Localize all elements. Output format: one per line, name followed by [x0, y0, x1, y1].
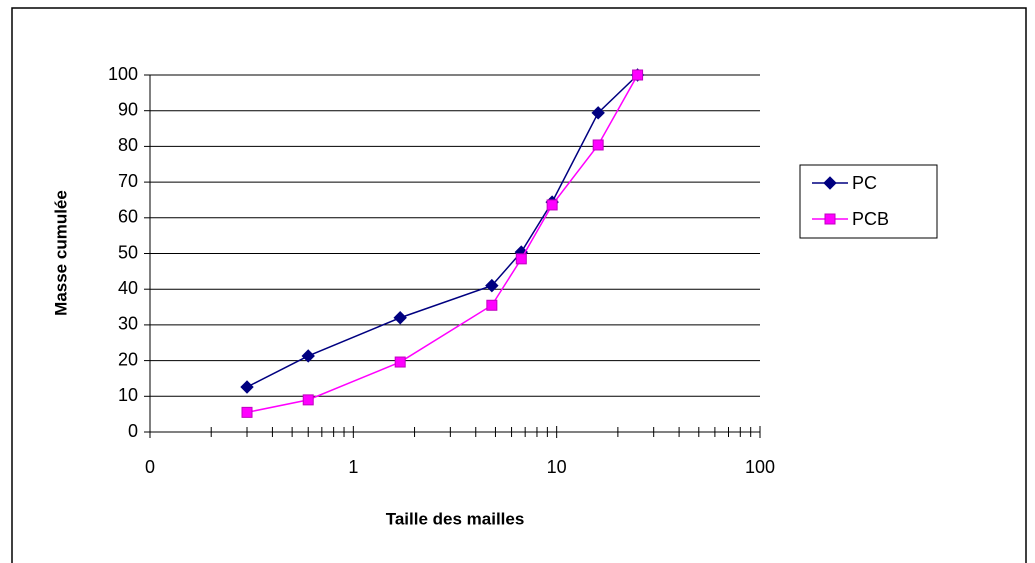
y-tick-label: 70: [118, 171, 138, 191]
legend-label: PCB: [852, 209, 889, 229]
y-tick-label: 80: [118, 135, 138, 155]
x-tick-label: 0: [145, 457, 155, 477]
marker: [632, 69, 644, 81]
marker: [485, 278, 499, 293]
x-tick-label: 10: [547, 457, 567, 477]
marker: [393, 311, 407, 325]
y-tick-label: 60: [118, 207, 138, 227]
y-tick-label: 90: [118, 99, 138, 119]
marker: [302, 394, 314, 406]
legend-box: [799, 164, 938, 239]
x-tick-label: 100: [745, 457, 775, 477]
marker: [240, 380, 254, 394]
y-tick-label: 10: [118, 385, 138, 405]
y-tick-label: 0: [128, 421, 138, 441]
series-line: [246, 74, 639, 388]
y-tick-label: 40: [118, 278, 138, 298]
marker: [591, 106, 605, 120]
y-tick-label: 30: [118, 314, 138, 334]
marker: [301, 349, 315, 363]
marker: [546, 199, 558, 211]
series-line: [246, 74, 639, 414]
y-tick-label: 50: [118, 242, 138, 262]
marker: [486, 299, 498, 311]
y-tick-label: 100: [108, 64, 138, 84]
y-axis-label: Masse cumulée: [51, 190, 70, 316]
x-tick-label: 1: [348, 457, 358, 477]
marker: [592, 139, 604, 151]
legend-marker: [823, 176, 837, 190]
marker: [515, 253, 527, 265]
marker: [241, 406, 253, 418]
legend-marker: [824, 213, 836, 225]
legend-label: PC: [852, 173, 877, 193]
y-tick-label: 20: [118, 349, 138, 369]
marker: [394, 356, 406, 368]
x-axis-label: Taille des mailles: [386, 509, 525, 528]
